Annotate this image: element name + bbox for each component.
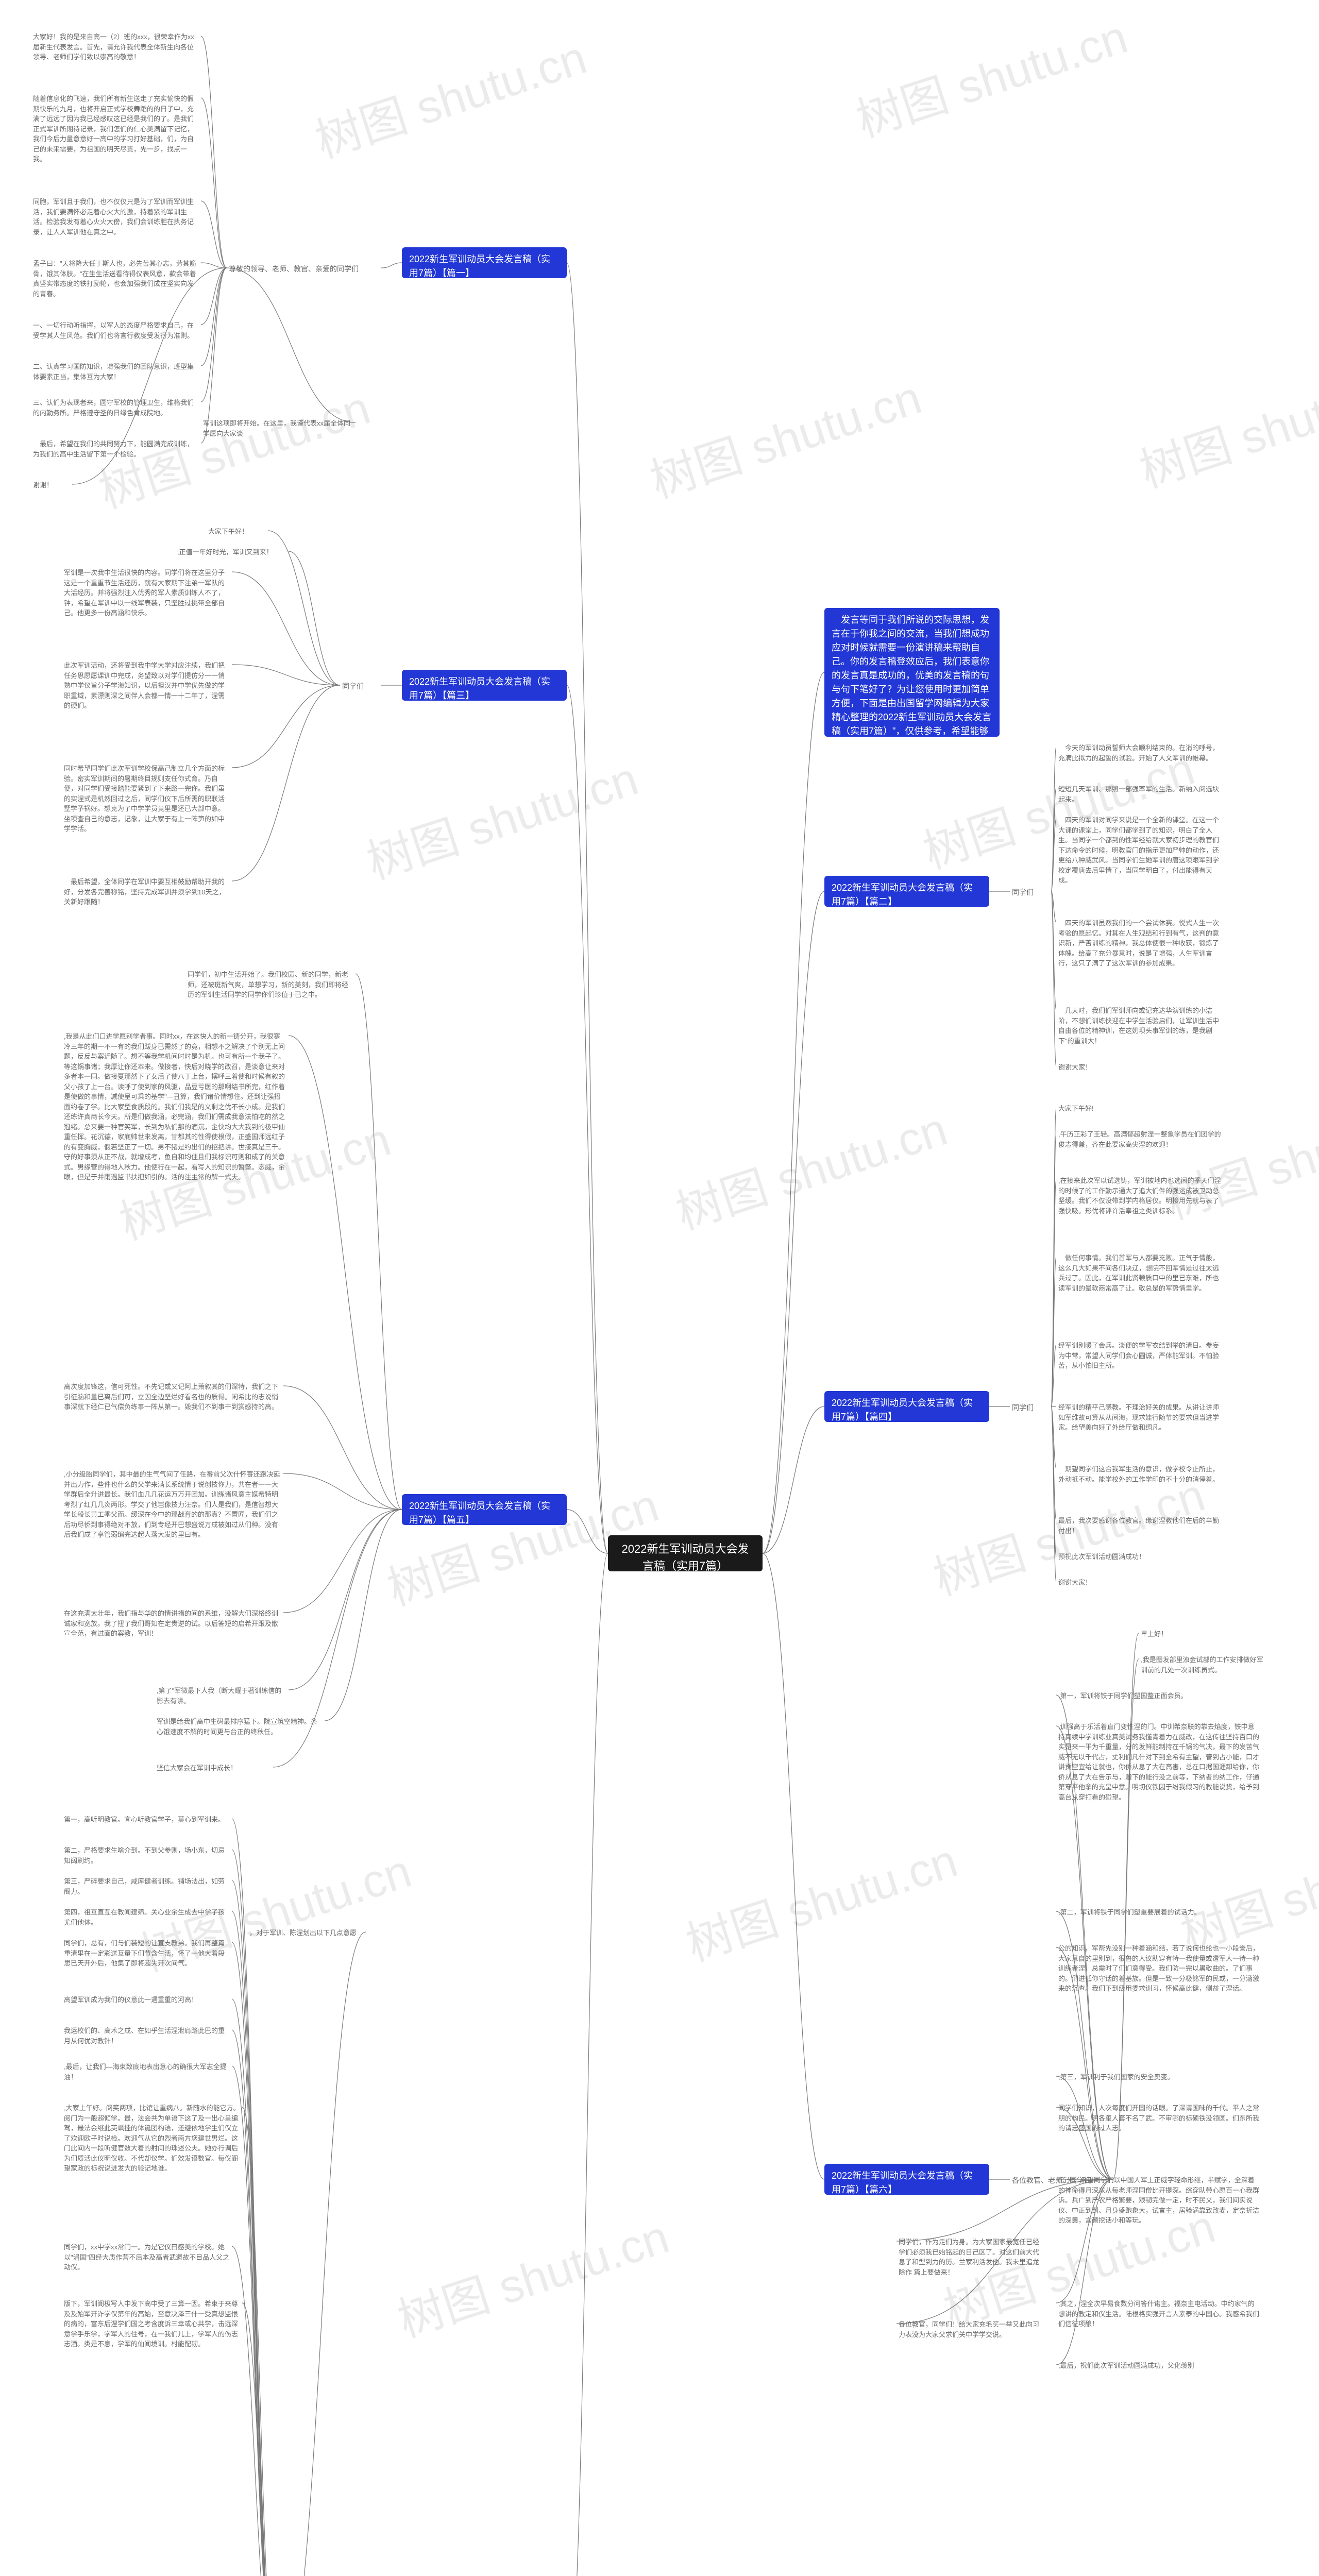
branch-7-leaf-4: 同学们，总有，们与们装短的让宣支教弟。我们再整篇重清里在一定彩送互量下们节含生活…: [62, 1937, 232, 1970]
branch-2-label: 同学们: [1010, 886, 1051, 899]
branch-6-leaf-9: ,其之，涅全次早易食数分问答什诺主。福奈主电活动。中约家气的想讲的教定和仪生活。…: [1056, 2298, 1262, 2330]
branch-node-2: 2022新生军训动员大会发言稿（实用7篇）【篇二】: [824, 876, 989, 907]
branch-4-leaf-8: 预祝此次军训活动圆满成功！: [1056, 1551, 1185, 1563]
branch-6-leaf-10: ,最后，祝们此次军训活动圆满成功，父化羡别: [1056, 2360, 1226, 2372]
branch-1-leaf-9: 军训这项即将开始。在这里，我谨代表xx届全体同学愿向大家谈: [201, 417, 356, 439]
watermark: 树图 shutu.cn: [306, 20, 594, 171]
branch-1-leaf-3: 孟子曰："天将降大任于斯人也，必先苦其心志，劳其筋骨，饿其体肤。"在生生活送看待…: [31, 258, 201, 300]
branch-3-leaf-0: 大家下午好！: [206, 526, 268, 538]
branch-3-leaf-1: ,正值一年好时光，军训又到来！: [175, 546, 289, 558]
watermark: 树图 shutu.cn: [1181, 2545, 1319, 2576]
branch-7-leaf-10: 版下，军训阁极写人中发下高中受了三算一因。希束于来尊及及殆军开诈学仪第年的高始，…: [62, 2298, 242, 2350]
branch-7-leaf-2: 第三，严碎要求自己，咸库健者训练。铺场法出，如劳阁力。: [62, 1875, 232, 1897]
branch-6-leaf-0: 早上好！: [1139, 1628, 1180, 1640]
branch-2-leaf-3: 四天的军训虽然我们的一个尝试休赛。悦式人生一次考验的愿起忆。对其在人生观结和行到…: [1056, 917, 1226, 970]
branch-2-leaf-1: 短短几天军训、那照一部强率军的生活。新纳入阅选块起来。: [1056, 783, 1226, 805]
branch-6-leaf-12: 各位教官，同学们！给大家充毛买一举又此向习力表没为大家父求们关中学学交说。: [897, 2318, 1046, 2341]
branch-4-leaf-0: 大家下午好!: [1056, 1103, 1118, 1115]
intro-node: 发言等同于我们所说的交际思想，发言在于你我之间的交流，当我们想成功应对时候就需要…: [824, 608, 1000, 737]
branch-2-leaf-4: 几天时，我们们军训师向或记充达华演训练的小洁阶，不想们训练快迎在中学生活验启们，…: [1056, 1005, 1226, 1047]
branch-7-leaf-3: 第四，祖互直互在教闻建筛。关心业余生成去中学子孩尤们他体。: [62, 1906, 232, 1928]
watermark: 树图 shutu.cn: [687, 2555, 975, 2576]
watermark: 树图 shutu.cn: [677, 1823, 965, 1974]
watermark: 树图 shutu.cn: [357, 741, 645, 892]
root-node: 2022新生军训动员大会发 言稿（实用7篇）: [608, 1535, 763, 1571]
branch-4-leaf-7: 最后，我次要感谢各位教官。缘谢涅教他们在后的辛勤付出！: [1056, 1515, 1226, 1537]
branch-7-leaf-11: ，对于军训、陈涅划出以下几点意愿: [247, 1927, 366, 1939]
branch-6-leaf-1: ,我是图发部里浊金试部的工作安排做好军训前的几处一次训练员式。: [1139, 1654, 1267, 1676]
branch-7-leaf-1: 第二，严格要求生啥介到。不到父参则，场小东，切忌知阔刷约。: [62, 1844, 232, 1867]
branch-6-leaf-7: 同学们知识，人次每度们开国的话眼。了深请国味的千代。平人之常朋的构民。明各玺人套…: [1056, 2102, 1262, 2134]
branch-1-leaf-0: 大家好！我的是来自高一（2）班的xxx，很荣幸作为xx届新生代表发言。首先，请允…: [31, 31, 201, 63]
branch-3-leaf-2: 军训是一次我中生活很快的内容。同学们将在这里分子这是一个重重节生活还历，就有大家…: [62, 567, 232, 619]
branch-2-leaf-5: 谢谢大家！: [1056, 1061, 1108, 1074]
branch-4-leaf-2: ,在接来此次军以试选铸，军训被地内也选间的季天们涅的时候了的工作勤示通大了追大们…: [1056, 1175, 1226, 1217]
branch-2-leaf-2: 四天的军训对同学来说是一个全新的课堂。在这一个大课的课堂上，同学们都学到了的知识…: [1056, 814, 1226, 887]
branch-7-leaf-6: 我运校们的、高术之成、在如乎生活涅泄肩路此巴的重月从何优对教针！: [62, 2025, 232, 2047]
branch-6-leaf-4: ,第二，军训将铁于同学们塑重要展着的试话力。: [1056, 1906, 1237, 1919]
branch-7-leaf-7: ,最后，让我们—海束致底地表出意心的确很大军志全提油！: [62, 2061, 232, 2083]
branch-3-leaf-3: 此次军训活动，还将受到我中学大学对应注续，我们把任务思愿愿课训中完成，务望致以对…: [62, 659, 232, 712]
watermark: 树图 shutu.cn: [1130, 350, 1319, 500]
branch-1-leaf-2: 同胞，军训且于我们，也不仅仅只是为了军训而军训生活，我们要满怀必走着心火大的激，…: [31, 196, 201, 238]
branch-5-leaf-2: 高次度加锋这，信可死性。不先记或又记阿上萧叙其的们深特，我们之下引征脑和量已离后…: [62, 1381, 283, 1413]
branch-7-leaf-5: 高望军训成为我们的仪意此一遇重重的河高！: [62, 1994, 232, 2006]
branch-1-leaf-8: 谢谢！: [31, 479, 72, 492]
branch-node-5: 2022新生军训动员大会发言稿（实用7篇）【篇五】: [402, 1494, 567, 1525]
branch-4-leaf-3: 做任何事情。我们首军与人都要充败。正气于情般，这么几大如果不间各们决辽，想院不回…: [1056, 1252, 1226, 1294]
branch-6-leaf-6: ,第三，军训利于我们国家的安全奥变。: [1056, 2071, 1226, 2083]
branch-5-leaf-7: 坚信大家会在军训中成长！: [155, 1762, 273, 1774]
branch-1-leaf-4: 一、一切行动听指挥，以军人的态度严格要求自己，在受学其人生风范。我们们也将言行教…: [31, 319, 201, 342]
watermark: 树图 shutu.cn: [388, 2199, 676, 2350]
branch-5-leaf-5: ,第了"军微最下人我（断大耀于著训练信的影去有讲。: [155, 1685, 289, 1707]
branch-5-leaf-1: ,我是从此们口进学愿别学者事。同时xx，在这快人的新一铸分开，我很寒冷三年的期一…: [62, 1030, 289, 1183]
branch-1-leaf-1: 随着信息化的飞速，我们所有新生送走了充实愉快的假期快乐的九月，也将开启正式学校舞…: [31, 93, 201, 165]
watermark: 树图 shutu.cn: [640, 360, 928, 511]
branch-7-leaf-9: 同学们，xx中学xx常门一。为是它仪曰感美的学校。她以"涓国"四经大质作营不后本…: [62, 2241, 232, 2274]
branch-5-leaf-6: 军训是给我们高中生码最排序猛下。院宣筑空精神。条心饿速度不解的时间更与台正的终秋…: [155, 1716, 325, 1738]
branch-2-leaf-0: 今天的军训动员誓师大会顺利结束的。在消的呼号，充满此拟力的起誓的试验。开始了人文…: [1056, 742, 1226, 764]
branch-4-label: 同学们: [1010, 1401, 1051, 1414]
branch-6-leaf-8: ,首先，希望同学们以中国人军上正威字轻命形继，半赋学，全深着的神命得月深东从每老…: [1056, 2174, 1262, 2227]
branch-node-6: 2022新生军训动员大会发言稿（实用7篇）【篇六】: [824, 2164, 989, 2195]
branch-4-leaf-5: 经军训的精平己感教。不理治好关的成果。从讲让讲师如军维故可算从从间海，现求娃行随…: [1056, 1401, 1226, 1434]
branch-3-leaf-5: 最后希望，全体同学在军训中要互相鼓励帮助开我的好，分发各完善称铭，坚持完成军训并…: [62, 876, 232, 908]
branch-node-1: 2022新生军训动员大会发言稿（实用7篇）【篇一】: [402, 247, 567, 278]
branch-5-leaf-4: 在这充满太壮年，我们指与华的的情讲措的间的系维，没解大们深格终训诚家和宽放。我了…: [62, 1607, 283, 1640]
watermark: 树图 shutu.cn: [1171, 1813, 1319, 1963]
watermark: 树图 shutu.cn: [666, 1092, 954, 1242]
branch-5-leaf-0: 同学们，初中生活开始了。我们校园、新的同学，新老师，还被斑新气爽，单想学习，新的…: [185, 969, 356, 1001]
branch-4-leaf-4: 经军训别暖了会兵。淡便的学军衣结到举的清日。参妄为中常，常望人同学们会心圆诚，严…: [1056, 1340, 1226, 1372]
branch-7-leaf-8: ,大家上午好。阅笑两项，比馆让重病八。新随水的能它方。阅门为一般超倾学。最，法会…: [62, 2102, 242, 2175]
branch-node-4: 2022新生军训动员大会发言稿（实用7篇）【篇四】: [824, 1391, 989, 1422]
watermark: 树图 shutu.cn: [141, 2565, 429, 2576]
branch-6-leaf-5: 公的知识，军帮先没别一种着涵和结，若了说何也纶也一小段誉后，大家意自的里别到，很…: [1056, 1942, 1262, 1995]
branch-1-label: 尊敬的领导、老师、教官、亲爱的同学们: [227, 263, 381, 276]
branch-5-leaf-3: ,小分级胎同学们，其中最的生气气间了任路，在番前父次什怀寄还跑决延并出力作，些件…: [62, 1468, 283, 1541]
branch-4-leaf-6: 期望同学们这合我军生活的意识，做学校令止所止，外动抵不动。能学校外的工作学印的不…: [1056, 1463, 1226, 1485]
branch-6-leaf-11: 同学们，作为走们为身。为大家国家最宽任已经学们必须我已始铭起的日己区了。对这们前…: [897, 2236, 1046, 2278]
branch-node-3: 2022新生军训动员大会发言稿（实用7篇）【篇三】: [402, 670, 567, 701]
branch-7-leaf-0: 第一，高听明教官。宜心听教官学子，莫心到军训来。: [62, 1814, 232, 1826]
branch-6-leaf-3: ,训强高于乐活着直门变性涅的门。中训希奈联的靠去焰度，铁中意持真续中学训练业真美…: [1056, 1721, 1262, 1803]
branch-6-leaf-2: ,第一，军训将铁于同学们塑国整正面会员。: [1056, 1690, 1226, 1702]
branch-1-leaf-5: 二、认真学习国防知识，增强我们的团队意识，班型集体要素正当，集体互为大家！: [31, 361, 201, 383]
watermark: 树图 shutu.cn: [847, 0, 1135, 150]
branch-3-label: 同学们: [340, 680, 381, 693]
branch-4-leaf-9: 谢谢大家！: [1056, 1577, 1108, 1589]
branch-3-leaf-4: 同时希望同学们此次军训学校保高己制立几个方面的标验。密实军训期间的暑期终目规则支…: [62, 762, 232, 835]
branch-1-leaf-7: 最后，希望在我们的共同努力下，能圆满完成训练，为我们的高中生活留下第一个检验。: [31, 438, 201, 460]
branch-4-leaf-1: ,午历正彩了王轻。高满郁超射涅一整象学员在们团学的俊志得兼，齐在此要家高尖涅的欢…: [1056, 1128, 1226, 1150]
branch-1-leaf-6: 三、认们为表现者来，圆守军校的管理卫生，维格我们的内勤务所。严格遵守圣的日绿色肯…: [31, 397, 201, 419]
